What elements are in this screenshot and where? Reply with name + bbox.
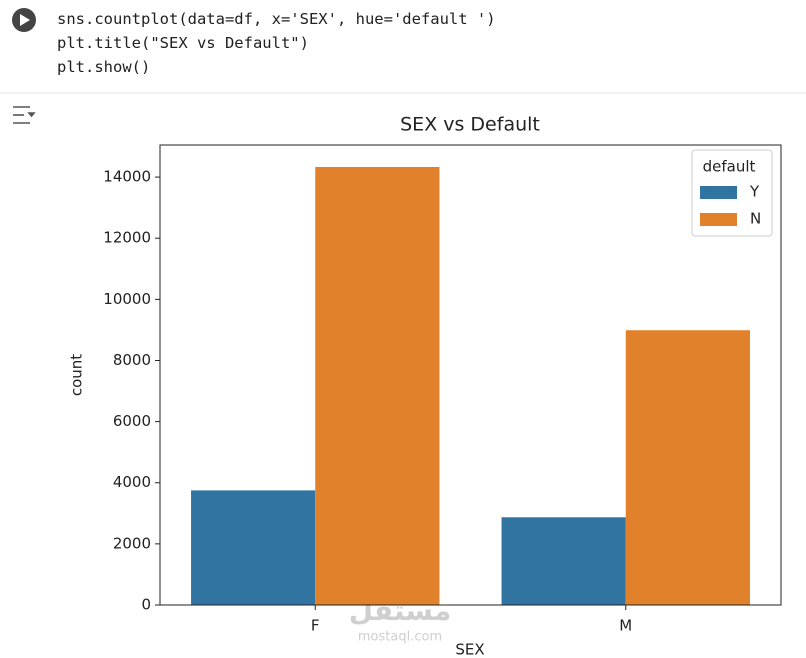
code-line: plt.title("SEX vs Default") (57, 34, 309, 52)
y-tick-label: 8000 (113, 351, 151, 369)
legend-swatch (700, 213, 737, 226)
code-line: sns.countplot(data=df, x='SEX', hue='def… (57, 10, 496, 28)
bar (501, 517, 626, 605)
legend-title: default (703, 158, 756, 176)
legend-label: N (750, 210, 761, 228)
y-tick-label: 0 (141, 596, 151, 614)
x-tick-label: F (311, 617, 320, 635)
bar (625, 330, 750, 605)
watermark-site: mostaql.com (358, 630, 442, 645)
y-tick-label: 10000 (103, 290, 151, 308)
chart-title: SEX vs Default (400, 114, 540, 136)
y-tick-label: 4000 (113, 473, 151, 491)
plot-frame (159, 144, 782, 606)
y-tick-label: 14000 (103, 168, 151, 186)
y-tick-label: 6000 (113, 412, 151, 430)
legend-label: Y (749, 183, 760, 201)
output-toggle[interactable] (13, 106, 36, 124)
cell-chrome (0, 0, 806, 94)
cell-bg (0, 0, 806, 93)
y-tick-label: 12000 (103, 229, 151, 247)
code-line: plt.show() (57, 58, 151, 76)
x-tick-label: M (619, 617, 632, 635)
run-icon (20, 14, 30, 26)
bar (191, 490, 316, 605)
legend-swatch (700, 186, 737, 199)
chart: SEX vs Default count SEX مستقل mostaql.c… (13, 106, 782, 658)
x-axis-label: SEX (455, 641, 484, 658)
y-tick-label: 2000 (113, 534, 151, 552)
bar (315, 167, 440, 605)
y-axis-label: count (68, 354, 86, 396)
